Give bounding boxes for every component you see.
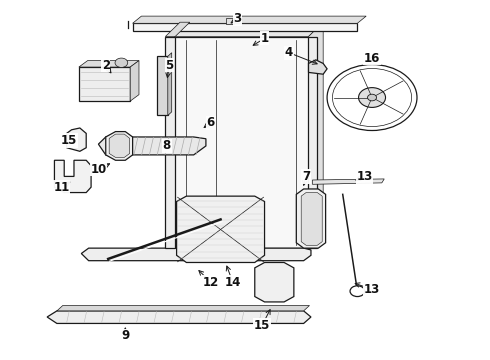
Text: 11: 11 xyxy=(53,181,70,194)
Text: 8: 8 xyxy=(163,139,171,152)
Text: 14: 14 xyxy=(224,276,241,289)
Polygon shape xyxy=(109,134,130,157)
Polygon shape xyxy=(67,128,86,151)
Text: 4: 4 xyxy=(285,46,293,59)
Bar xyxy=(79,67,130,101)
Text: 15: 15 xyxy=(254,319,270,332)
Bar xyxy=(165,37,175,248)
Bar xyxy=(226,18,234,24)
Circle shape xyxy=(368,94,376,101)
Polygon shape xyxy=(255,262,294,302)
Circle shape xyxy=(333,68,412,127)
Polygon shape xyxy=(130,60,139,101)
Text: 3: 3 xyxy=(234,12,242,25)
Circle shape xyxy=(350,286,365,297)
Text: 13: 13 xyxy=(357,170,373,183)
Circle shape xyxy=(327,64,417,131)
Text: 10: 10 xyxy=(90,163,106,176)
Text: 7: 7 xyxy=(302,170,310,183)
Polygon shape xyxy=(168,53,172,116)
Bar xyxy=(174,37,309,248)
Circle shape xyxy=(115,58,128,67)
Polygon shape xyxy=(106,132,133,160)
Bar xyxy=(308,37,318,248)
Bar xyxy=(157,56,168,116)
Text: 2: 2 xyxy=(102,59,110,72)
Text: 16: 16 xyxy=(364,51,380,64)
Polygon shape xyxy=(309,60,327,74)
Polygon shape xyxy=(176,196,265,262)
Polygon shape xyxy=(98,137,206,155)
Text: 12: 12 xyxy=(203,276,219,289)
Polygon shape xyxy=(133,16,366,23)
Polygon shape xyxy=(57,306,310,311)
Bar xyxy=(133,23,357,31)
Text: 13: 13 xyxy=(364,283,380,296)
Text: 6: 6 xyxy=(207,116,215,129)
Polygon shape xyxy=(54,160,91,193)
Polygon shape xyxy=(174,22,323,37)
Polygon shape xyxy=(81,248,311,261)
Text: 1: 1 xyxy=(261,32,269,45)
Polygon shape xyxy=(296,189,326,248)
Polygon shape xyxy=(313,179,384,184)
Text: 9: 9 xyxy=(121,329,129,342)
Polygon shape xyxy=(309,22,323,248)
Text: 5: 5 xyxy=(165,59,173,72)
Polygon shape xyxy=(301,193,322,245)
Text: 15: 15 xyxy=(61,134,77,147)
Polygon shape xyxy=(165,22,190,37)
Polygon shape xyxy=(47,311,311,323)
Polygon shape xyxy=(79,60,139,67)
Circle shape xyxy=(359,87,386,107)
